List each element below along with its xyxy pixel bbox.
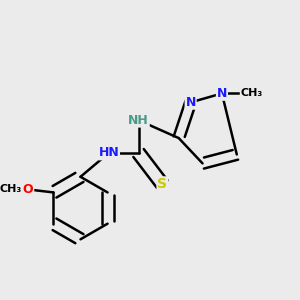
- Text: NH: NH: [128, 114, 149, 127]
- Text: N: N: [185, 96, 196, 109]
- Text: N: N: [217, 87, 227, 100]
- Text: CH₃: CH₃: [0, 184, 21, 194]
- Text: S: S: [158, 177, 167, 191]
- Text: HN: HN: [98, 146, 119, 160]
- Text: O: O: [23, 183, 33, 196]
- Text: CH₃: CH₃: [241, 88, 263, 98]
